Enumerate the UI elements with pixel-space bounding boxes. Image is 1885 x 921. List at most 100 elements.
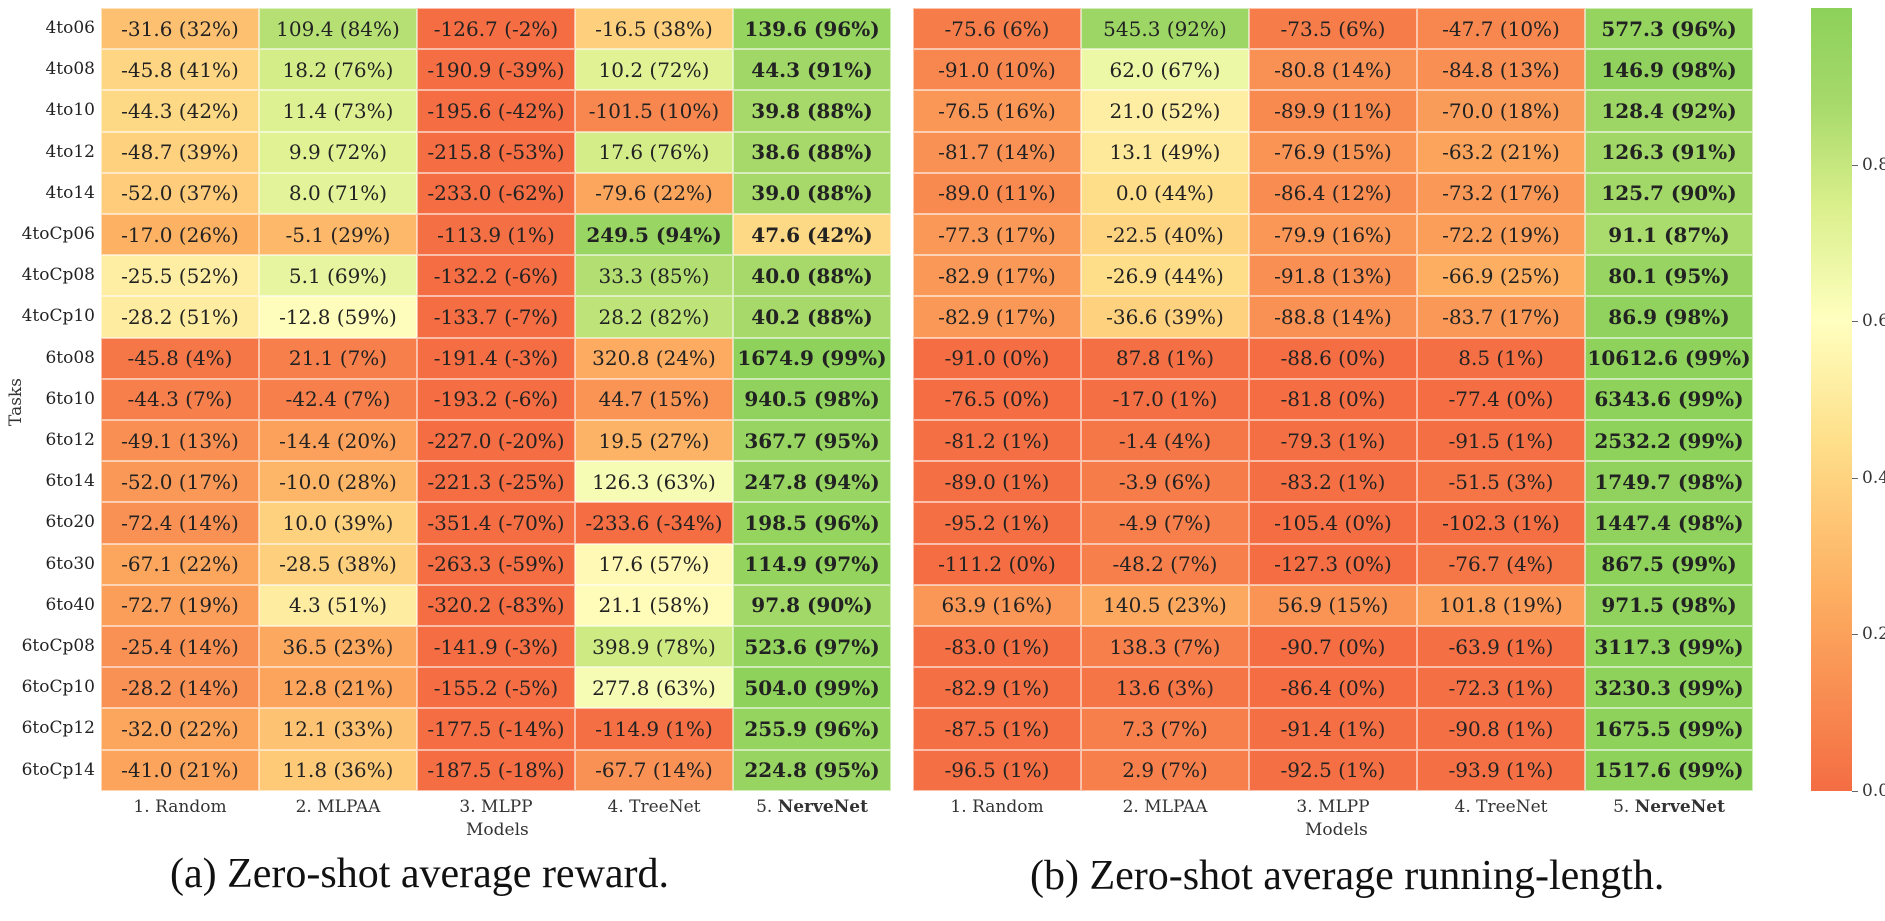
column-number-a-2: 3. [459,796,476,817]
cell-a-r13-c2: -263.3 (-59%) [417,543,575,585]
cell-a-r17-c3: -114.9 (1%) [575,708,733,750]
cell-a-r4-c2: -233.0 (-62%) [417,172,575,214]
cell-a-r16-c3: 277.8 (63%) [575,667,733,709]
column-label-a-3: 4. TreeNet [575,797,733,817]
cell-b-r13-c2: -127.3 (0%) [1249,543,1417,585]
cell-b-r2-c3: -70.0 (18%) [1417,90,1585,132]
colorbar-tick-0 [1852,791,1858,792]
row-label-7: 4toCp10 [21,306,95,327]
cell-b-r2-c0: -76.5 (16%) [913,90,1081,132]
x-axis-title-a: Models [466,820,529,840]
cell-a-r14-c4: 97.8 (90%) [733,584,891,626]
cell-b-r11-c3: -51.5 (3%) [1417,461,1585,503]
colorbar-tick-2 [1852,477,1858,479]
column-label-a-0: 1. Random [101,797,259,817]
column-number-b-0: 1. [950,796,967,817]
cell-b-r14-c3: 101.8 (19%) [1417,584,1585,626]
cell-a-r7-c4: 40.2 (88%) [733,296,891,338]
cell-a-r3-c4: 38.6 (88%) [733,131,891,173]
cell-b-r5-c0: -77.3 (17%) [913,214,1081,256]
cell-b-r16-c2: -86.4 (0%) [1249,667,1417,709]
cell-a-r1-c2: -190.9 (-39%) [417,49,575,91]
cell-a-r4-c1: 8.0 (71%) [259,172,417,214]
cell-b-r4-c0: -89.0 (11%) [913,172,1081,214]
cell-b-r9-c0: -76.5 (0%) [913,378,1081,420]
cell-a-r18-c1: 11.8 (36%) [259,749,417,791]
colorbar-tick-3 [1852,321,1858,323]
cell-a-r2-c3: -101.5 (10%) [575,90,733,132]
row-label-15: 6toCp08 [21,636,95,656]
cell-a-r8-c2: -191.4 (-3%) [417,337,575,379]
column-label-a-4: 5. NerveNet [733,797,891,817]
cell-a-r11-c0: -52.0 (17%) [101,461,259,503]
cell-a-r0-c0: -31.6 (32%) [101,8,259,50]
cell-b-r8-c2: -88.6 (0%) [1249,337,1417,379]
column-name-a-3: TreeNet [629,796,701,817]
cell-a-r10-c0: -49.1 (13%) [101,420,259,462]
cell-b-r13-c4: 867.5 (99%) [1585,543,1753,585]
cell-a-r6-c4: 40.0 (88%) [733,255,891,297]
cell-a-r17-c0: -32.0 (22%) [101,708,259,750]
cell-a-r16-c2: -155.2 (-5%) [417,667,575,709]
cell-a-r14-c3: 21.1 (58%) [575,584,733,626]
cell-b-r15-c1: 138.3 (7%) [1081,626,1249,668]
cell-b-r4-c4: 125.7 (90%) [1585,172,1753,214]
cell-b-r11-c4: 1749.7 (98%) [1585,461,1753,503]
cell-a-r16-c0: -28.2 (14%) [101,667,259,709]
cell-b-r16-c1: 13.6 (3%) [1081,667,1249,709]
cell-a-r16-c1: 12.8 (21%) [259,667,417,709]
cell-a-r0-c2: -126.7 (-2%) [417,8,575,50]
cell-b-r4-c3: -73.2 (17%) [1417,172,1585,214]
cell-a-r15-c3: 398.9 (78%) [575,626,733,668]
column-name-b-1: MLPAA [1144,796,1208,817]
column-name-b-2: MLPP [1318,796,1370,817]
cell-a-r3-c1: 9.9 (72%) [259,131,417,173]
cell-b-r6-c1: -26.9 (44%) [1081,255,1249,297]
cell-b-r16-c4: 3230.3 (99%) [1585,667,1753,709]
cell-a-r9-c3: 44.7 (15%) [575,378,733,420]
column-label-b-0: 1. Random [913,797,1081,817]
cell-a-r5-c0: -17.0 (26%) [101,214,259,256]
cell-b-r0-c4: 577.3 (96%) [1585,8,1753,50]
cell-a-r5-c2: -113.9 (1%) [417,214,575,256]
cell-a-r12-c4: 198.5 (96%) [733,502,891,544]
cell-b-r8-c0: -91.0 (0%) [913,337,1081,379]
cell-b-r17-c0: -87.5 (1%) [913,708,1081,750]
cell-a-r8-c4: 1674.9 (99%) [733,337,891,379]
cell-a-r10-c3: 19.5 (27%) [575,420,733,462]
cell-a-r13-c0: -67.1 (22%) [101,543,259,585]
row-label-10: 6to12 [45,430,95,450]
cell-a-r8-c3: 320.8 (24%) [575,337,733,379]
cell-b-r9-c4: 6343.6 (99%) [1585,378,1753,420]
cell-a-r9-c2: -193.2 (-6%) [417,378,575,420]
cell-b-r13-c1: -48.2 (7%) [1081,543,1249,585]
cell-b-r12-c1: -4.9 (7%) [1081,502,1249,544]
column-label-a-1: 2. MLPAA [259,797,417,817]
cell-b-r8-c1: 87.8 (1%) [1081,337,1249,379]
cell-a-r1-c3: 10.2 (72%) [575,49,733,91]
cell-b-r6-c2: -91.8 (13%) [1249,255,1417,297]
cell-a-r12-c0: -72.4 (14%) [101,502,259,544]
row-label-5: 4toCp06 [21,224,95,244]
row-label-4: 4to14 [45,182,95,203]
column-number-a-1: 2. [295,796,312,817]
cell-a-r2-c1: 11.4 (73%) [259,90,417,132]
cell-a-r3-c2: -215.8 (-53%) [417,131,575,173]
column-label-b-1: 2. MLPAA [1081,797,1249,817]
cell-a-r2-c4: 39.8 (88%) [733,90,891,132]
column-label-b-4: 5. NerveNet [1585,797,1753,817]
cell-a-r9-c1: -42.4 (7%) [259,378,417,420]
cell-b-r2-c2: -89.9 (11%) [1249,90,1417,132]
cell-b-r6-c3: -66.9 (25%) [1417,255,1585,297]
cell-b-r12-c0: -95.2 (1%) [913,502,1081,544]
column-number-b-2: 3. [1296,796,1313,817]
cell-b-r3-c3: -63.2 (21%) [1417,131,1585,173]
cell-b-r18-c4: 1517.6 (99%) [1585,749,1753,791]
cell-b-r17-c2: -91.4 (1%) [1249,708,1417,750]
column-name-b-4: NerveNet [1634,796,1725,817]
cell-a-r12-c3: -233.6 (-34%) [575,502,733,544]
cell-b-r5-c4: 91.1 (87%) [1585,214,1753,256]
column-label-b-3: 4. TreeNet [1417,797,1585,817]
cell-b-r2-c4: 128.4 (92%) [1585,90,1753,132]
row-label-3: 4to12 [45,141,95,162]
